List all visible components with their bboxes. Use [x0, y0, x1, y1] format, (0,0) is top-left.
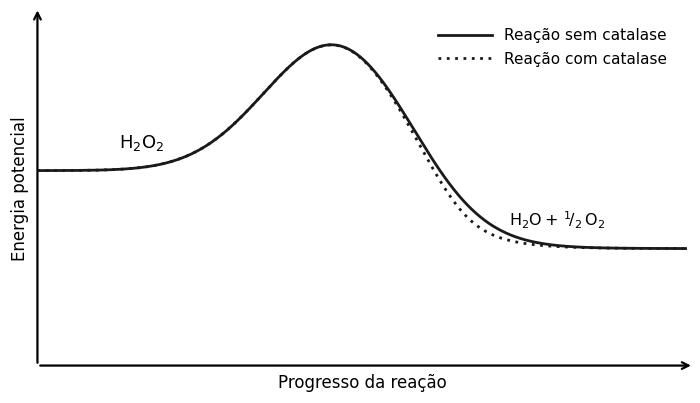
Reação sem catalase — [327, 42, 335, 47]
Text: $\mathrm{H_2O + \,^{1}\!/_{2}\,O_2}$: $\mathrm{H_2O + \,^{1}\!/_{2}\,O_2}$ — [509, 210, 606, 231]
Reação sem catalase — [683, 246, 692, 251]
Line: Reação sem catalase: Reação sem catalase — [37, 45, 687, 249]
Reação sem catalase — [332, 43, 341, 48]
Reação sem catalase — [664, 246, 673, 251]
Reação com catalase — [545, 244, 554, 249]
Reação com catalase — [66, 168, 75, 173]
Text: $\mathrm{H_2O_2}$: $\mathrm{H_2O_2}$ — [119, 133, 164, 153]
Reação com catalase — [33, 168, 41, 173]
Reação com catalase — [349, 50, 358, 55]
Reação sem catalase — [66, 168, 75, 173]
Line: Reação com catalase: Reação com catalase — [37, 45, 687, 249]
Reação sem catalase — [545, 242, 554, 247]
Legend: Reação sem catalase, Reação com catalase: Reação sem catalase, Reação com catalase — [432, 22, 673, 73]
Reação sem catalase — [33, 168, 41, 173]
Reação com catalase — [683, 246, 692, 251]
Reação com catalase — [664, 246, 673, 251]
Reação com catalase — [664, 246, 673, 251]
Reação com catalase — [327, 42, 335, 47]
Reação sem catalase — [349, 50, 358, 54]
Y-axis label: Energia potencial: Energia potencial — [11, 116, 29, 261]
Reação sem catalase — [664, 246, 673, 251]
Reação com catalase — [332, 43, 341, 48]
X-axis label: Progresso da reação: Progresso da reação — [278, 374, 447, 392]
